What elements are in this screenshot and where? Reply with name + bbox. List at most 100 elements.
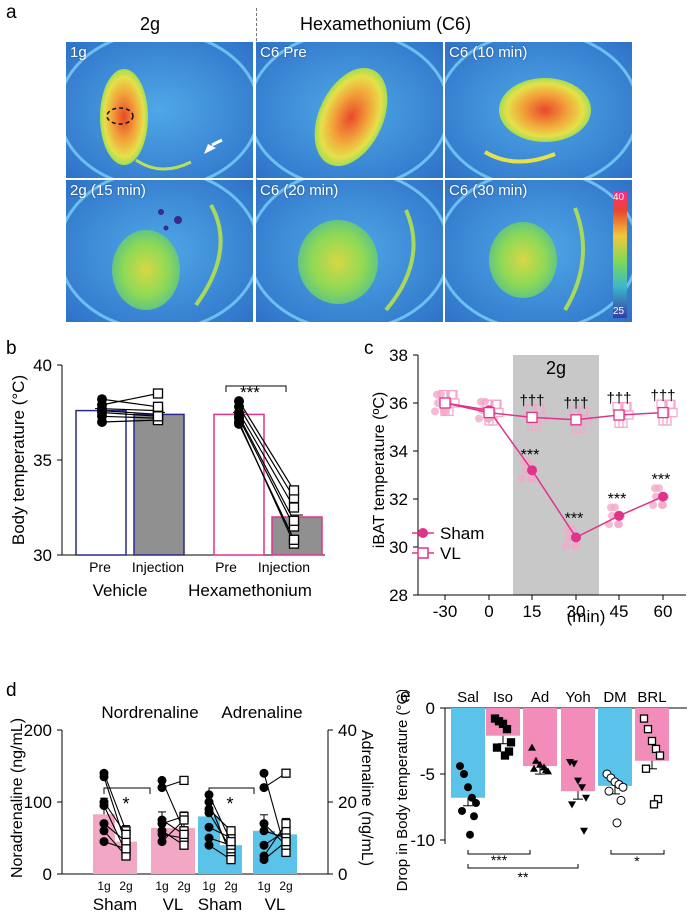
panel-e-sig-2: ** (518, 869, 529, 885)
panel-c-ytick-label: 28 (389, 586, 408, 605)
panel-d-ytick-label-right: 20 (338, 793, 357, 812)
panel-b-pair-line-hex (238, 423, 295, 541)
panel-d-point-1g-adr (204, 833, 214, 843)
panel-b-point-pre-vehicle (97, 394, 107, 405)
panel-d-tick-label: 2g (279, 879, 292, 893)
panel-e-point-brl (641, 764, 651, 773)
panel-d-pair-line-adr (208, 794, 232, 842)
panel-c-legend: Sham VL (412, 524, 484, 563)
panel-b-ytick-label: 35 (33, 451, 52, 470)
panel-c-xtick-label: 45 (610, 602, 629, 621)
panel-d-tick-label: 1g (97, 879, 110, 893)
panel-d-title-right: Adrenaline (221, 703, 302, 722)
panel-e-category-Yoh: Yoh (565, 690, 590, 706)
legend-vl-marker (417, 547, 429, 559)
panel-e-point-ad (536, 760, 544, 768)
panel-d-ytick-label-left: 200 (24, 721, 52, 740)
panel-c-sham-point (527, 465, 537, 476)
panel-c-vl-indiv (535, 404, 545, 414)
panel-c-shade (513, 355, 599, 595)
panel-e-point-ad (528, 743, 536, 751)
panel-a-header-left: 2g (140, 14, 161, 34)
panel-e-point-yoh (574, 777, 582, 785)
panel-d-bar-nor-2 (151, 827, 173, 874)
panel-b-cond-1: Pre (89, 559, 111, 575)
panel-d-point-1g-nor (157, 775, 167, 785)
colorbar-min-label: 25 (613, 306, 625, 317)
panel-c-chart: iBAT temperature (ºC) 2g 28 30 32 34 36 38 -30… (371, 346, 686, 626)
thermal-tile-2: C6 Pre (256, 42, 443, 178)
panel-c-dagger: ††† (650, 388, 675, 405)
panel-d-point-2g-nor (179, 815, 189, 825)
panel-b-pair-line-vehicle (101, 410, 159, 415)
panel-c-sham-indiv (565, 533, 573, 542)
thermal-tile-label-4: 2g (15 min) (70, 182, 146, 199)
panel-c-vl-point (657, 406, 669, 419)
panel-c-sham-indiv (518, 474, 526, 483)
panel-c-sham-indiv (521, 466, 529, 475)
panel-c-sham-indiv (659, 501, 667, 509)
panel-b-pair-line-hex (238, 400, 295, 491)
panel-d-point-2g-adr (226, 854, 236, 865)
panel-d-point-1g-adr (204, 790, 214, 800)
panel-c-vl-point (483, 406, 495, 419)
panel-c-vl-indiv (492, 399, 502, 409)
panel-d-group-label: VL (163, 895, 184, 914)
panel-e-point-dm (612, 818, 622, 828)
panel-e-bar-Sal (451, 708, 485, 798)
panel-d-group-label: Sham (93, 895, 137, 914)
panel-b-point-post-vehicle (152, 411, 164, 422)
panel-c-ytick-label: 30 (389, 538, 408, 557)
panel-d-tick-label: 2g (177, 879, 190, 893)
thermal-tile-label-1: 1g (70, 44, 87, 61)
panel-c-vl-point (439, 397, 451, 409)
panel-d-point-2g-nor (121, 844, 131, 854)
thermal-tile-label-3: C6 (10 min) (449, 44, 528, 61)
thermal-tile-3: C6 (10 min) (445, 42, 632, 178)
panel-d-point-1g-adr (259, 826, 269, 836)
panel-e-ytick-label: -5 (420, 765, 435, 784)
thermal-tile-4: 2g (15 min) (66, 180, 253, 322)
panel-c-ytick-label: 38 (389, 346, 408, 365)
panel-d-group-label: VL (265, 895, 286, 914)
panel-b-cond-4: Injection (258, 559, 310, 575)
panel-d-tick-label: 2g (224, 879, 237, 893)
panel-b-point-post-hex (288, 534, 300, 545)
panel-e-point-brl (639, 714, 649, 723)
panel-d-ytick-label-left: 100 (24, 793, 52, 812)
panel-a-label: a (6, 2, 17, 23)
panel-d-ytick-label-right: 0 (338, 865, 347, 884)
panel-c-vl-point (570, 414, 582, 426)
panel-e-brackets: *** ** * (467, 850, 665, 885)
panel-d-point-1g-adr (259, 840, 269, 850)
panel-b-pair-line-hex (238, 416, 295, 522)
panel-e-point-brl (643, 724, 653, 734)
panel-c-sham-indiv (615, 520, 623, 529)
panel-e-bar-Yoh (561, 708, 595, 792)
panel-b-pair-line-vehicle (101, 419, 159, 423)
panel-c-sham-indiv (528, 474, 536, 483)
panel-d-point-1g-nor (157, 837, 167, 847)
panel-d-chart: Nordrenaline Adrenaline Noradrenaline (n… (9, 703, 375, 914)
panel-c-xtick-label: 15 (523, 602, 542, 621)
panel-d-pair-line-adr (263, 823, 287, 857)
panel-d-point-1g-adr (204, 840, 214, 850)
panel-d-point-1g-adr (204, 822, 214, 832)
legend-vl-label: VL (440, 544, 461, 563)
panel-d-tick-label: 1g (155, 879, 168, 893)
panel-e-ylabel-1: Drop in Body temperature (°C) (394, 690, 411, 891)
panel-e-bar-Ad (523, 708, 557, 767)
panel-e-chart: Drop in Body temperature (°C) 0 -5 -10 Sal… (394, 690, 687, 891)
legend-sham-label: Sham (440, 524, 484, 543)
panel-e-point-iso (492, 743, 502, 752)
panel-b-bar-1 (133, 413, 185, 556)
panel-c-sham-indiv (431, 407, 439, 416)
panel-b-point-post-hex (288, 515, 300, 526)
panel-e-point-brl (651, 744, 661, 754)
panel-c-sham-point (658, 491, 668, 502)
panel-c-shade-label: 2g (546, 358, 566, 378)
panel-e-category-Sal: Sal (457, 690, 479, 706)
panel-b-point-pre-vehicle (97, 417, 107, 427)
panel-a-header-right: Hexamethonium (C6) (300, 14, 472, 34)
panel-d-point-1g-adr (259, 783, 269, 793)
